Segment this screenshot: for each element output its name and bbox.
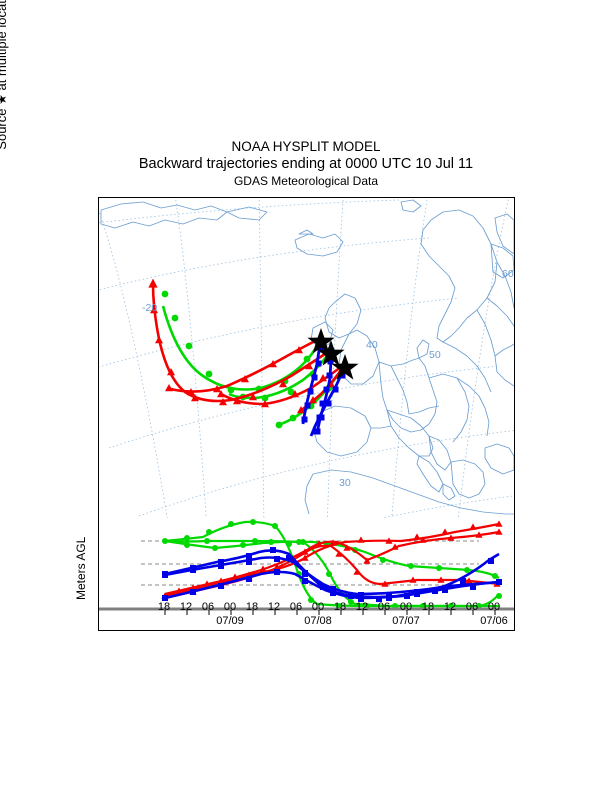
map-coastlines bbox=[100, 199, 514, 515]
xtick-0: 18 bbox=[157, 601, 171, 613]
xtick-1: 12 bbox=[179, 601, 193, 613]
source-label-prefix: Source bbox=[0, 108, 9, 150]
height-axis-ticks bbox=[164, 610, 496, 615]
graticule-label-2: 40 bbox=[366, 339, 378, 351]
meters-agl-axis-label: Meters AGL bbox=[74, 536, 88, 600]
graticule-label-4: 60 bbox=[502, 268, 514, 280]
height-profile-panel[interactable] bbox=[98, 518, 515, 631]
source-label-suffix: at multiple locations bbox=[0, 0, 9, 91]
graticule-label-1: 30 bbox=[339, 477, 351, 489]
title-block: NOAA HYSPLIT MODEL Backward trajectories… bbox=[0, 138, 612, 189]
xtick-6: 06 bbox=[289, 601, 303, 613]
graticule-label-0: -20 bbox=[142, 302, 157, 314]
height-profile-chart bbox=[99, 519, 514, 615]
xtick-9: 12 bbox=[355, 601, 369, 613]
xtick-15: 00 bbox=[487, 601, 501, 613]
map-panel[interactable]: -20 30 40 50 60 bbox=[98, 197, 515, 520]
map-source-stars[interactable] bbox=[307, 328, 359, 380]
xtick-11: 00 bbox=[399, 601, 413, 613]
trajectory-title: Backward trajectories ending at 0000 UTC… bbox=[138, 156, 474, 173]
height-markers-blue bbox=[162, 547, 502, 602]
xdate-1: 07/08 bbox=[304, 615, 332, 627]
xtick-8: 18 bbox=[333, 601, 347, 613]
trajectory-red-markers bbox=[148, 278, 335, 414]
trajectory-green-markers bbox=[161, 290, 349, 429]
xdate-2: 07/07 bbox=[392, 615, 420, 627]
trajectory-blue-markers bbox=[301, 346, 346, 435]
meteorology-subtitle: GDAS Meteorological Data bbox=[233, 173, 379, 188]
model-title: NOAA HYSPLIT MODEL bbox=[231, 139, 381, 154]
xtick-14: 06 bbox=[465, 601, 479, 613]
xdate-3: 07/06 bbox=[480, 615, 508, 627]
xtick-2: 06 bbox=[201, 601, 215, 613]
xtick-13: 12 bbox=[443, 601, 457, 613]
trajectory-map: -20 30 40 50 60 bbox=[99, 198, 514, 519]
graticule-label-3: 50 bbox=[429, 349, 441, 361]
xtick-7: 00 bbox=[311, 601, 325, 613]
map-graticule-labels: -20 30 40 50 60 bbox=[142, 268, 514, 489]
xdate-0: 07/09 bbox=[216, 615, 244, 627]
xtick-5: 12 bbox=[267, 601, 281, 613]
source-axis-label: Source ★ at multiple locations bbox=[0, 0, 9, 178]
xtick-10: 06 bbox=[377, 601, 391, 613]
xtick-4: 18 bbox=[245, 601, 259, 613]
xtick-3: 00 bbox=[223, 601, 237, 613]
star-icon: ★ bbox=[0, 94, 9, 105]
xtick-12: 18 bbox=[421, 601, 435, 613]
